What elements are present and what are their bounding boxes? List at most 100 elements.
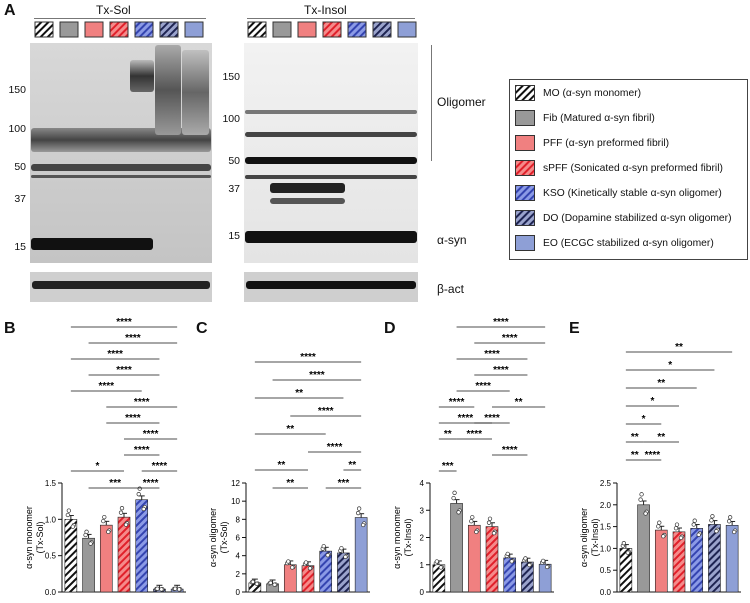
insol-mw-37: 37 <box>228 183 240 195</box>
sig-label-e: **** <box>645 450 661 461</box>
insol-band-30 <box>270 198 345 204</box>
y-tick-label-e: 2.5 <box>600 479 612 488</box>
sig-label-b: * <box>95 461 99 472</box>
y-tick-label-e: 2.0 <box>600 501 612 510</box>
point-d <box>509 559 514 564</box>
sig-label-d: **** <box>502 333 518 344</box>
bar-d-spff <box>485 526 499 593</box>
sig-label-d: **** <box>484 349 500 360</box>
panel-label-b: B <box>4 320 16 337</box>
insol-band-50 <box>245 157 417 164</box>
point-d <box>456 510 461 515</box>
legend-item-spff: sPFF (Sonicated α-syn preformed fibril) <box>515 159 723 177</box>
insol-band-15 <box>245 231 417 243</box>
sig-label-d: **** <box>493 365 509 376</box>
sig-label-d: **** <box>484 413 500 424</box>
sig-label-c: **** <box>318 406 334 417</box>
sol-band-50 <box>31 164 211 171</box>
oligomer-bracket <box>431 45 432 161</box>
point-d <box>523 556 528 561</box>
sol-mw-37: 37 <box>14 193 26 205</box>
sig-label-d: **** <box>493 317 509 328</box>
sig-label-e: ** <box>657 378 665 389</box>
sol-title-line <box>34 18 206 19</box>
legend-text-kso: KSO (Kinetically stable α-syn oligomer) <box>543 187 722 199</box>
sig-label-d: ** <box>515 397 523 408</box>
legend-swatch-kso <box>515 185 535 201</box>
sig-label-d: *** <box>442 461 454 472</box>
y-axis-label-b: α-syn monomer(Tx-Sol) <box>24 506 45 569</box>
point-b <box>137 486 142 491</box>
point-e <box>696 532 701 537</box>
sig-label-b: **** <box>143 429 159 440</box>
point-b <box>141 506 146 512</box>
sig-label-c: ** <box>286 424 294 435</box>
legend-item-kso: KSO (Kinetically stable α-syn oligomer) <box>515 184 722 202</box>
insol-mw-50: 50 <box>228 155 240 167</box>
point-e <box>692 518 697 523</box>
legend-item-mo: MO (α-syn monomer) <box>515 84 641 102</box>
legend-swatch-eo <box>515 235 535 251</box>
point-e <box>639 492 644 497</box>
sig-label-c: **** <box>327 442 343 453</box>
bar-d-mo <box>432 564 446 593</box>
sig-label-b: **** <box>116 317 132 328</box>
legend-text-fib: Fib (Matured α-syn fibril) <box>543 112 655 124</box>
legend-item-fib: Fib (Matured α-syn fibril) <box>515 109 655 127</box>
sig-label-c: **** <box>309 370 325 381</box>
sig-label-b: **** <box>116 365 132 376</box>
sig-label-b: **** <box>98 381 114 392</box>
y-tick-label-d: 0 <box>420 588 425 597</box>
legend-swatch-mo <box>515 85 535 101</box>
sol-band-15 <box>31 238 153 250</box>
insol-mw-150: 150 <box>222 71 240 83</box>
point-d <box>487 516 493 521</box>
sig-label-b: **** <box>125 333 141 344</box>
point-c <box>325 553 330 558</box>
point-e <box>625 550 631 555</box>
sig-label-b: *** <box>109 478 121 489</box>
panel-label-e: E <box>569 320 580 337</box>
y-tick-label-d: 2 <box>420 534 425 543</box>
point-c <box>360 522 366 528</box>
point-e <box>656 524 661 529</box>
insol-mw-100: 100 <box>222 113 240 125</box>
point-e <box>727 515 733 520</box>
sol-band-oligomer <box>31 128 211 152</box>
point-c <box>343 554 348 559</box>
sig-label-b: **** <box>134 397 150 408</box>
y-tick-label-c: 4 <box>236 552 241 561</box>
insol-band-45 <box>245 175 417 179</box>
legend-swatch-pff <box>515 135 535 151</box>
point-e <box>643 511 648 516</box>
legend-item-eo: EO (ECGC stabilized α-syn oligomer) <box>515 234 714 252</box>
bar-b-spff <box>117 516 131 593</box>
chart-b: 0.00.51.01.5α-syn monomer(Tx-Sol)*******… <box>24 317 186 597</box>
y-axis-label-e: α-syn oligomer(Tx-Insol) <box>579 508 600 567</box>
y-tick-label-d: 4 <box>420 479 425 488</box>
point-c <box>286 559 291 564</box>
legend-text-do: DO (Dopamine stabilized α-syn oligomer) <box>543 212 732 224</box>
sig-label-e: ** <box>675 342 683 353</box>
legend-text-mo: MO (α-syn monomer) <box>543 87 642 99</box>
point-c <box>339 546 344 551</box>
point-c <box>268 580 273 585</box>
y-tick-label-e: 0.0 <box>600 588 612 597</box>
point-d <box>469 519 474 524</box>
sig-label-e: * <box>642 414 646 425</box>
sig-label-d: **** <box>458 413 474 424</box>
sig-label-d: **** <box>466 429 482 440</box>
sig-label-b: **** <box>107 349 123 360</box>
point-e <box>726 519 732 524</box>
point-e <box>674 522 680 527</box>
point-b <box>119 506 125 511</box>
point-c <box>290 565 295 570</box>
bar-b-fib <box>82 537 95 593</box>
label-bact: β-act <box>437 282 464 296</box>
bar-d-eo <box>538 563 552 593</box>
legend-item-pff: PFF (α-syn preformed fibril) <box>515 134 669 152</box>
point-d <box>540 558 546 564</box>
point-b <box>102 514 107 520</box>
point-e <box>709 518 714 523</box>
